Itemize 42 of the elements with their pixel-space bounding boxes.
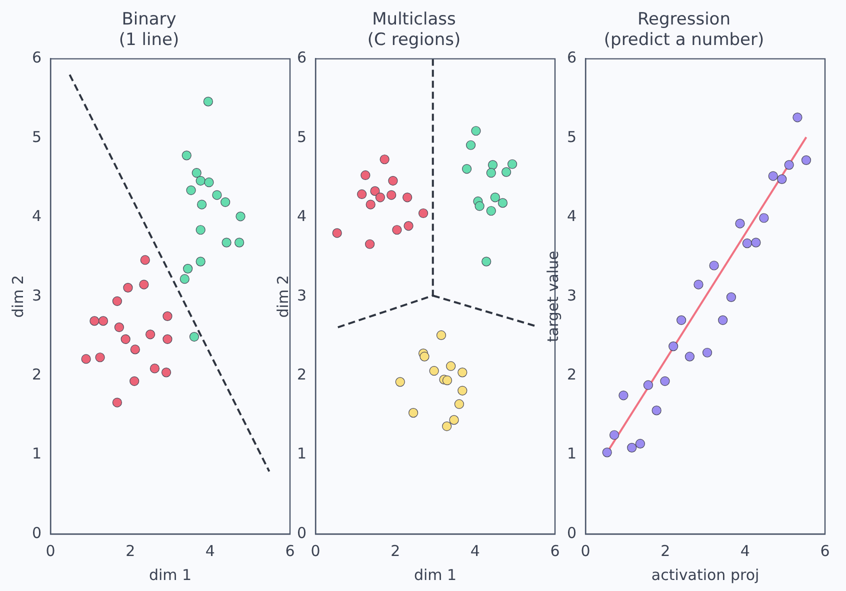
chart-title: Regression (predict a number) <box>604 10 764 50</box>
x-axis-title: activation proj <box>651 566 760 584</box>
y-tick-label: 3 <box>296 286 307 304</box>
y-tick-label: 6 <box>566 48 577 67</box>
y-tick-label: 1 <box>296 444 307 463</box>
y-tick-label: 4 <box>296 207 307 226</box>
y-tick-label: 3 <box>566 286 577 304</box>
y-tick-label: 0 <box>32 524 42 542</box>
y-axis-title: dim 2 <box>274 275 292 318</box>
x-tick-label: 4 <box>740 542 750 560</box>
x-tick-label: 6 <box>820 542 830 560</box>
y-tick-label: 6 <box>296 48 307 67</box>
y-tick-label: 2 <box>566 365 577 384</box>
y-tick-label: 2 <box>296 365 307 384</box>
chart-title: Binary (1 line) <box>118 10 180 50</box>
x-tick-label: 0 <box>580 542 590 560</box>
y-tick-label: 2 <box>32 365 42 384</box>
y-tick-label: 1 <box>566 444 577 463</box>
x-tick-label: 4 <box>470 542 480 560</box>
y-tick-label: 0 <box>566 524 577 542</box>
y-tick-label: 4 <box>32 207 42 226</box>
y-tick-label: 5 <box>296 128 307 146</box>
y-tick-label: 0 <box>296 524 307 542</box>
y-axis-title: target value <box>544 250 562 342</box>
y-tick-label: 1 <box>32 444 42 463</box>
x-tick-label: 2 <box>390 542 400 560</box>
x-tick-label: 4 <box>205 542 215 560</box>
y-tick-label: 4 <box>566 207 577 226</box>
x-axis-title: dim 1 <box>148 566 192 584</box>
y-axis-title: dim 2 <box>8 275 27 318</box>
y-tick-label: 5 <box>566 128 577 146</box>
y-tick-label: 3 <box>32 286 42 304</box>
x-tick-label: 6 <box>285 542 295 560</box>
chart-title: Multiclass (C regions) <box>367 10 461 50</box>
x-axis-title: dim 1 <box>414 566 457 584</box>
x-tick-label: 6 <box>550 542 560 560</box>
x-tick-label: 2 <box>660 542 670 560</box>
x-tick-label: 0 <box>310 542 320 560</box>
x-tick-label: 0 <box>46 542 56 560</box>
x-tick-label: 2 <box>126 542 136 560</box>
y-tick-label: 5 <box>32 128 42 146</box>
y-tick-label: 6 <box>32 48 42 67</box>
